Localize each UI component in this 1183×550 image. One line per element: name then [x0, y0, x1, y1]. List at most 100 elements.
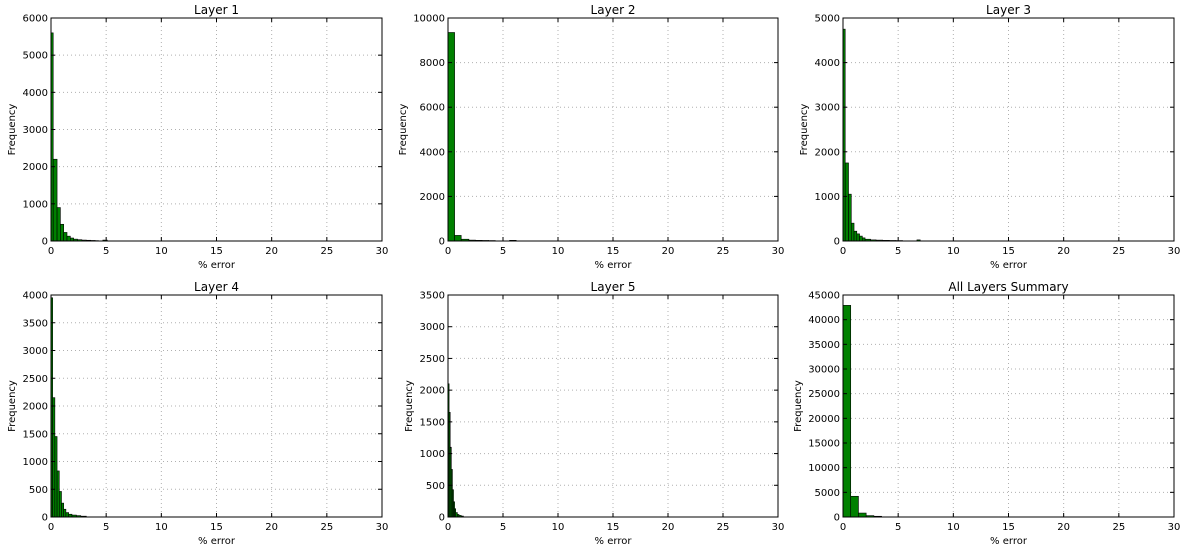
subplot-title: Layer 3 — [986, 3, 1031, 17]
histogram-bar — [58, 491, 62, 518]
x-tick-label: 5 — [103, 246, 109, 257]
x-tick-label: 15 — [1002, 522, 1015, 533]
x-tick-label: 0 — [445, 522, 451, 533]
x-axis-label: % error — [595, 536, 633, 547]
y-tick-label: 5000 — [815, 488, 840, 499]
y-axis-label: Frequency — [398, 104, 409, 156]
histogram-bar — [853, 230, 858, 242]
subplot-title: All Layers Summary — [948, 280, 1068, 294]
histogram-bar — [65, 512, 69, 518]
y-tick-label: 2500 — [420, 354, 445, 365]
x-tick-label: 15 — [607, 522, 620, 533]
histogram-bar — [850, 495, 859, 518]
y-tick-label: 1000 — [23, 199, 48, 210]
x-tick-label: 10 — [552, 246, 565, 257]
subplot-5: 0 5 10 15 20 25 30 0 500 1000 1500 2000 2500 3000 3500… — [404, 280, 784, 547]
x-tick-label: 0 — [840, 522, 846, 533]
histogram-bar — [856, 233, 860, 242]
y-tick-label: 2000 — [23, 162, 48, 173]
y-tick-label: 4000 — [815, 58, 840, 69]
y-tick-label: 45000 — [808, 291, 840, 302]
x-axis-label: % error — [990, 536, 1028, 547]
y-axis-label: Frequency — [799, 104, 810, 156]
y-tick-label: 2000 — [23, 402, 48, 413]
plot-frame — [50, 17, 383, 242]
y-tick-label: 2000 — [420, 386, 445, 397]
x-tick-label: 5 — [500, 246, 506, 257]
histogram-bar — [61, 502, 64, 518]
y-tick-label: 2500 — [23, 374, 48, 385]
plot-frame — [842, 17, 1175, 242]
y-axis-label: Frequency — [404, 380, 415, 432]
y-tick-label: 6000 — [23, 14, 48, 25]
subplot-3: 0 5 10 15 20 25 30 0 1000 2000 3000 4000 5000 Layer 3… — [799, 3, 1180, 271]
y-tick-label: 25000 — [808, 389, 840, 400]
y-tick-label: 6000 — [420, 103, 445, 114]
y-tick-label: 30000 — [808, 365, 840, 376]
y-tick-label: 500 — [426, 481, 445, 492]
y-tick-label: 4000 — [23, 88, 48, 99]
x-tick-label: 20 — [265, 246, 278, 257]
histogram-bar — [447, 32, 455, 242]
x-tick-label: 30 — [376, 246, 389, 257]
y-tick-label: 0 — [834, 237, 840, 248]
y-tick-label: 3000 — [420, 322, 445, 333]
x-tick-label: 20 — [1057, 246, 1070, 257]
y-tick-label: 5000 — [23, 51, 48, 62]
histogram-bar — [56, 207, 61, 242]
y-tick-label: 8000 — [420, 58, 445, 69]
y-tick-label: 500 — [29, 485, 48, 496]
y-tick-label: 40000 — [808, 315, 840, 326]
x-tick-label: 5 — [500, 522, 506, 533]
x-tick-label: 5 — [895, 246, 901, 257]
subplot-title: Layer 4 — [194, 280, 239, 294]
x-tick-label: 5 — [895, 522, 901, 533]
y-tick-label: 20000 — [808, 414, 840, 425]
x-tick-label: 0 — [445, 246, 451, 257]
histogram-bar — [60, 223, 64, 242]
x-tick-label: 0 — [48, 246, 54, 257]
subplot-title: Layer 1 — [194, 3, 239, 17]
subplot-1: 0 5 10 15 20 25 30 0 1000 2000 3000 4000 5000 6000 Lay… — [7, 3, 388, 271]
x-tick-label: 25 — [1112, 246, 1125, 257]
y-tick-label: 4000 — [23, 291, 48, 302]
x-axis-label: % error — [198, 536, 236, 547]
histogram-bar — [54, 436, 58, 518]
histogram-bar — [850, 222, 855, 242]
x-tick-label: 20 — [265, 522, 278, 533]
y-tick-label: 15000 — [808, 439, 840, 450]
x-tick-label: 30 — [772, 522, 785, 533]
x-tick-label: 15 — [1002, 246, 1015, 257]
plot-frame — [447, 17, 779, 242]
x-tick-label: 10 — [947, 522, 960, 533]
x-tick-label: 20 — [1057, 522, 1070, 533]
y-tick-label: 2000 — [420, 192, 445, 203]
y-tick-label: 10000 — [413, 14, 445, 25]
x-tick-label: 25 — [717, 246, 730, 257]
x-tick-label: 10 — [155, 522, 168, 533]
x-tick-label: 30 — [1168, 246, 1181, 257]
x-tick-label: 0 — [840, 246, 846, 257]
y-tick-label: 0 — [439, 237, 445, 248]
x-tick-label: 20 — [662, 246, 675, 257]
x-axis-label: % error — [990, 260, 1028, 271]
histogram-bar — [858, 512, 867, 518]
y-tick-label: 3000 — [23, 125, 48, 136]
y-tick-label: 35000 — [808, 340, 840, 351]
y-axis-label: Frequency — [793, 380, 804, 432]
x-tick-label: 25 — [717, 522, 730, 533]
x-axis-label: % error — [595, 260, 633, 271]
x-tick-label: 15 — [607, 246, 620, 257]
subplot-title: Layer 5 — [591, 280, 636, 294]
y-tick-label: 0 — [42, 237, 48, 248]
x-tick-label: 30 — [376, 522, 389, 533]
y-tick-label: 3000 — [815, 103, 840, 114]
x-tick-label: 30 — [772, 246, 785, 257]
subplot-2: 0 5 10 15 20 25 30 0 2000 4000 6000 8000 10000 Layer … — [398, 3, 784, 271]
y-tick-label: 1000 — [815, 192, 840, 203]
histogram-bar — [842, 305, 852, 518]
y-tick-label: 1000 — [23, 457, 48, 468]
x-tick-label: 15 — [210, 522, 223, 533]
x-tick-label: 15 — [210, 246, 223, 257]
